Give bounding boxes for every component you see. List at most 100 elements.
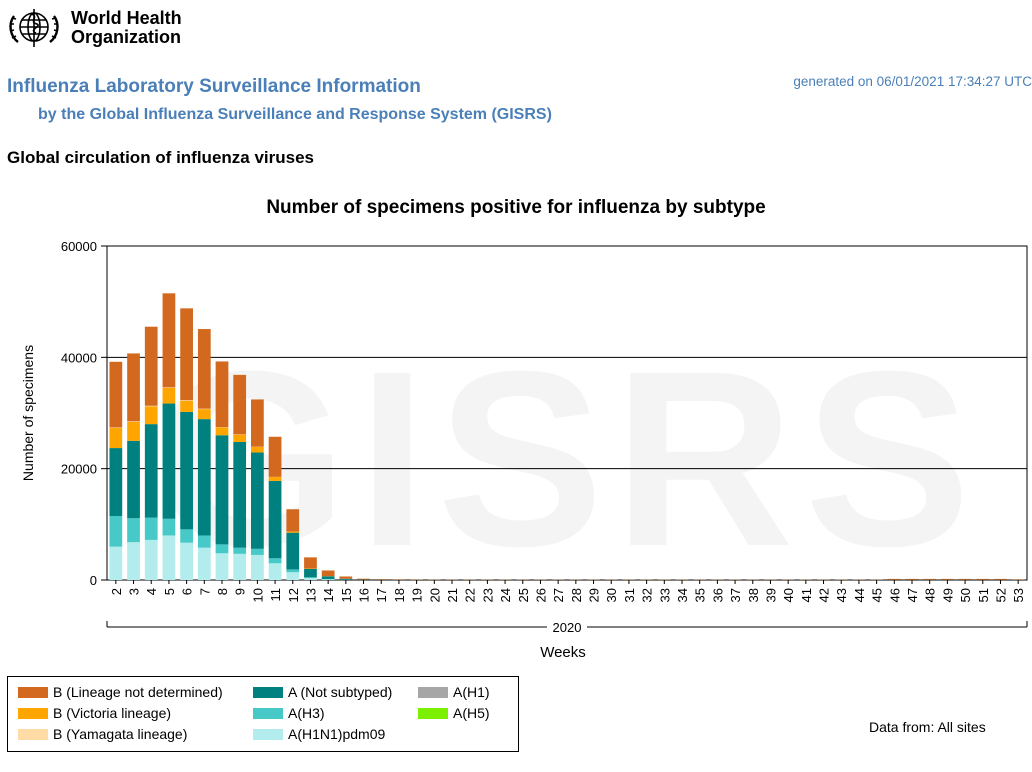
legend-item: A(H5) (418, 705, 490, 721)
bar-segment (180, 308, 193, 401)
x-tick-label: 25 (516, 588, 531, 602)
swatch-light-cyan-icon (253, 728, 283, 740)
bar-segment (976, 578, 990, 580)
bar-segment (268, 563, 282, 580)
bar-segment (268, 477, 282, 481)
x-tick-label: 6 (180, 588, 195, 595)
bar-segment (321, 570, 335, 577)
x-tick-label: 26 (533, 588, 548, 602)
bar-segment (144, 405, 158, 407)
x-tick-label: 38 (746, 588, 761, 602)
x-tick-label: 33 (657, 588, 672, 602)
x-tick-label: 45 (870, 588, 885, 602)
bar-segment (197, 419, 211, 536)
bar-segment (233, 441, 247, 548)
bar-segment (197, 535, 211, 548)
bar-segment (197, 547, 211, 580)
who-emblem-icon (9, 9, 59, 47)
bar-segment (180, 400, 193, 412)
x-tick-label: 51 (976, 588, 991, 602)
x-tick-label: 8 (215, 588, 230, 595)
swatch-orange-icon (18, 707, 48, 719)
x-tick-label: 27 (551, 588, 566, 602)
who-logo: World Health Organization (4, 2, 184, 52)
x-tick-label: 46 (887, 588, 902, 602)
bar-segment (215, 435, 229, 545)
org-name-line1: World Health (71, 8, 182, 28)
bar-segment (162, 535, 176, 580)
bar-segment (162, 293, 176, 388)
bar-segment (109, 515, 123, 547)
bar-segment (286, 572, 300, 580)
bar-segment (127, 440, 140, 519)
x-tick-label: 22 (463, 588, 478, 602)
bar-segment (144, 406, 158, 425)
bar-segment (268, 436, 282, 477)
x-tick-label: 11 (268, 588, 283, 602)
bar-segment (180, 400, 193, 401)
bar-segment (286, 509, 300, 532)
x-tick-label: 24 (498, 588, 513, 602)
org-name-line2: Organization (71, 27, 182, 47)
x-tick-label: 4 (144, 588, 159, 595)
bar-segment (251, 554, 264, 580)
y-tick-label: 0 (90, 573, 97, 588)
who-wordmark: World Health Organization (71, 9, 182, 47)
legend-item: B (Yamagata lineage) (18, 726, 187, 742)
bar-segment (958, 578, 972, 580)
bar-segment (180, 542, 193, 580)
bar-segment (251, 452, 264, 549)
x-tick-label: 12 (286, 588, 301, 602)
page-title: Influenza Laboratory Surveillance Inform… (7, 76, 421, 97)
legend-label: A(H1N1)pdm09 (288, 726, 386, 742)
generated-timestamp: generated on 06/01/2021 17:34:27 UTC (793, 74, 1032, 89)
x-tick-label: 23 (480, 588, 495, 602)
bar-segment (905, 578, 919, 580)
legend-item: A (Not subtyped) (253, 684, 392, 700)
legend-item: A(H1) (418, 684, 490, 700)
x-tick-label: 40 (781, 588, 796, 602)
x-tick-label: 29 (587, 588, 602, 602)
bar-segment (109, 448, 123, 516)
x-tick-label: 16 (357, 588, 372, 602)
swatch-green-icon (418, 707, 448, 719)
x-tick-label: 7 (197, 588, 212, 595)
legend-label: B (Lineage not determined) (53, 684, 223, 700)
x-tick-label: 20 (427, 588, 442, 602)
bar-segment (304, 568, 317, 578)
legend-label: A(H1) (453, 684, 490, 700)
x-tick-label: 37 (728, 588, 743, 602)
x-tick-label: 17 (374, 588, 389, 602)
swatch-gray-icon (418, 686, 448, 698)
x-tick-label: 52 (993, 588, 1008, 602)
x-tick-label: 15 (339, 588, 354, 602)
x-tick-label: 9 (233, 588, 248, 595)
bar-segment (144, 326, 158, 406)
bar-segment (144, 517, 158, 540)
bar-segment (251, 548, 264, 555)
bar-segment (887, 578, 901, 580)
bar-segment (304, 578, 317, 580)
x-tick-label: 44 (852, 588, 867, 602)
bar-segment (233, 547, 247, 554)
x-tick-label: 13 (303, 588, 318, 602)
x-tick-label: 14 (321, 588, 336, 602)
legend-item: B (Lineage not determined) (18, 684, 223, 700)
bar-segment (923, 578, 937, 580)
x-tick-label: 32 (640, 588, 655, 602)
bar-segment (180, 529, 193, 543)
bar-segment (215, 427, 229, 436)
bar-segment (215, 361, 229, 428)
chart-title: Number of specimens positive for influen… (266, 197, 766, 218)
x-tick-label: 43 (834, 588, 849, 602)
legend-item: B (Victoria lineage) (18, 705, 171, 721)
y-tick-label: 20000 (61, 462, 97, 477)
y-tick-label: 40000 (61, 350, 97, 365)
bar-segment (144, 539, 158, 580)
x-tick-label: 35 (693, 588, 708, 602)
bar-segment (180, 411, 193, 530)
bar-segment (304, 557, 317, 569)
bar-segment (251, 399, 264, 447)
x-tick-label: 3 (127, 588, 142, 595)
y-axis-label: Number of specimens (20, 345, 36, 481)
